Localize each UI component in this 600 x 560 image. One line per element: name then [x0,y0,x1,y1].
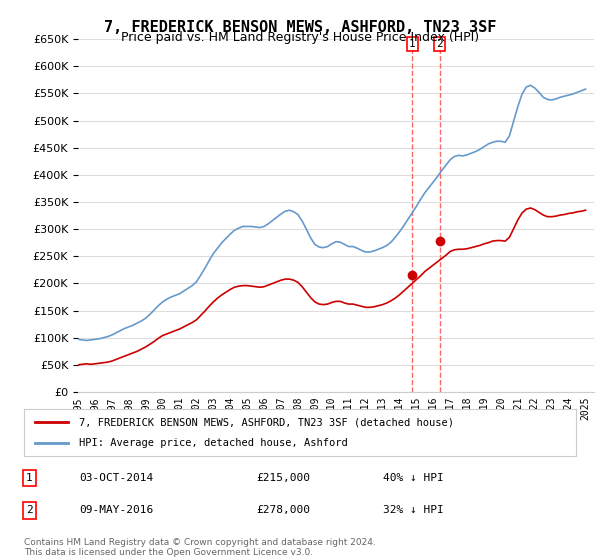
Text: 1: 1 [409,39,416,49]
Text: 7, FREDERICK BENSON MEWS, ASHFORD, TN23 3SF: 7, FREDERICK BENSON MEWS, ASHFORD, TN23 … [104,20,496,35]
Text: 2: 2 [26,505,33,515]
Text: 1: 1 [26,473,33,483]
Text: 2: 2 [436,39,443,49]
Text: £278,000: £278,000 [256,505,310,515]
Text: 32% ↓ HPI: 32% ↓ HPI [383,505,443,515]
Text: HPI: Average price, detached house, Ashford: HPI: Average price, detached house, Ashf… [79,438,348,448]
Text: 09-MAY-2016: 09-MAY-2016 [79,505,154,515]
Text: 7, FREDERICK BENSON MEWS, ASHFORD, TN23 3SF (detached house): 7, FREDERICK BENSON MEWS, ASHFORD, TN23 … [79,417,454,427]
Text: 03-OCT-2014: 03-OCT-2014 [79,473,154,483]
Text: £215,000: £215,000 [256,473,310,483]
Text: Contains HM Land Registry data © Crown copyright and database right 2024.
This d: Contains HM Land Registry data © Crown c… [24,538,376,557]
Text: 40% ↓ HPI: 40% ↓ HPI [383,473,443,483]
Text: Price paid vs. HM Land Registry's House Price Index (HPI): Price paid vs. HM Land Registry's House … [121,31,479,44]
